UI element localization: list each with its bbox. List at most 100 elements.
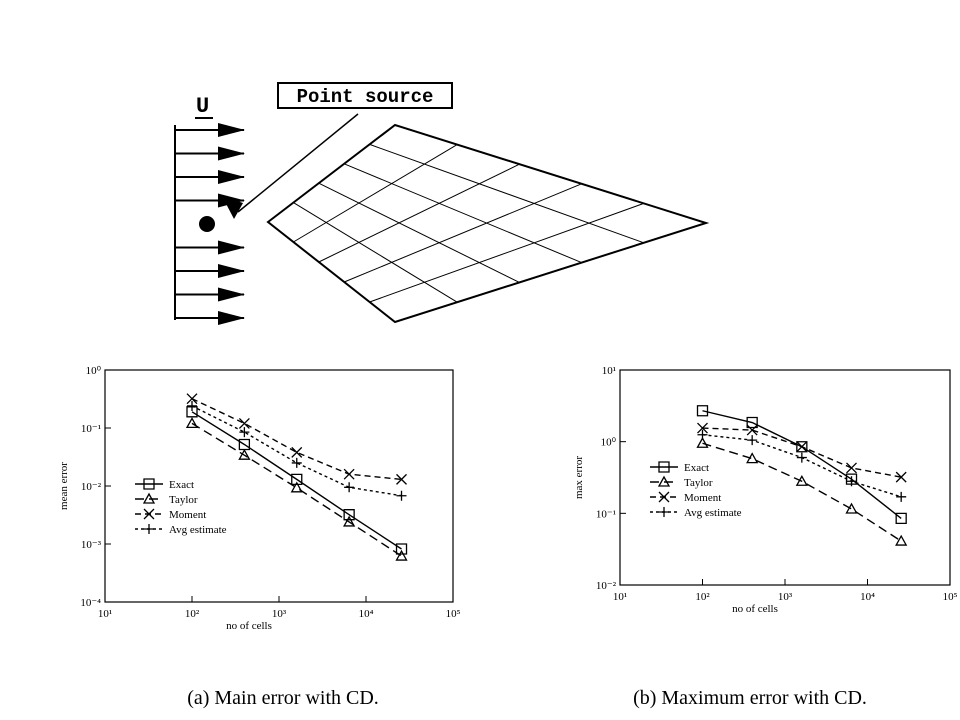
series-line	[191, 398, 402, 481]
legend-marker	[657, 475, 671, 487]
legend-label: Moment	[684, 492, 721, 504]
data-point	[746, 424, 758, 436]
data-point	[396, 490, 407, 501]
mesh-line	[293, 144, 458, 243]
caption: (b) Maximum error with CD.	[633, 687, 867, 709]
data-point	[796, 441, 808, 453]
data-point	[291, 446, 303, 458]
data-point	[846, 462, 857, 474]
x-tick-label: 10⁵	[943, 591, 958, 603]
source-label: Point source	[297, 86, 434, 108]
chart: 10¹ 10² 10³ 10⁴ 10⁵ 10⁻⁴ 10⁻³ 10⁻² 10⁻¹ 10⁰ no of …	[58, 365, 461, 709]
mesh-line	[369, 143, 644, 244]
data-point	[895, 534, 908, 546]
chart: 10¹ 10² 10³ 10⁴ 10⁵ 10⁻² 10⁻¹ 10⁰ 10¹ no of cells…	[573, 365, 958, 709]
data-point	[187, 400, 197, 411]
x-tick-label: 10⁴	[860, 591, 875, 603]
data-point	[395, 549, 408, 561]
legend-label: Avg estimate	[169, 524, 227, 536]
mesh-line	[344, 163, 582, 264]
data-point	[343, 509, 355, 521]
caption: (a) Main error with CD.	[187, 687, 379, 709]
data-point	[697, 429, 708, 440]
data-point	[796, 441, 808, 453]
legend-marker	[659, 507, 669, 517]
legend-marker	[143, 478, 155, 490]
data-point	[746, 416, 758, 429]
legend-label: Exact	[684, 462, 709, 474]
y-tick-label: 10⁻⁴	[80, 597, 101, 609]
legend-label: Moment	[169, 509, 206, 521]
legend-label: Avg estimate	[684, 507, 742, 519]
y-tick-label: 10⁻¹	[596, 508, 616, 520]
data-point	[846, 476, 857, 487]
y-axis-label: mean error	[58, 462, 70, 510]
y-tick-label: 10¹	[602, 365, 616, 377]
x-axis-label: no of cells	[226, 620, 272, 632]
x-tick-label: 10²	[695, 591, 710, 603]
source-pointer	[237, 113, 359, 213]
legend-marker	[143, 508, 155, 520]
y-tick-label: 10⁻²	[596, 580, 617, 592]
arrow-head	[218, 311, 245, 325]
diagram: U Point source	[174, 82, 710, 325]
arrow-head	[218, 146, 245, 161]
x-tick-label: 10¹	[98, 608, 112, 620]
x-tick-label: 10⁴	[359, 608, 374, 620]
data-point	[796, 452, 807, 463]
data-point	[396, 473, 407, 485]
source-dot	[199, 216, 215, 232]
data-point	[696, 436, 709, 448]
series-line	[702, 442, 902, 542]
arrow-head	[218, 170, 245, 184]
x-tick-label: 10³	[272, 608, 287, 620]
arrow-head	[218, 264, 245, 278]
data-point	[895, 471, 907, 483]
data-point	[239, 427, 250, 438]
source-box	[277, 82, 453, 109]
arrow-head	[222, 196, 243, 219]
y-tick-label: 10⁰	[601, 437, 617, 449]
x-tick-label: 10³	[778, 591, 793, 603]
series-line	[191, 405, 402, 497]
legend-marker	[658, 461, 670, 473]
y-axis-label: max error	[573, 456, 585, 499]
data-point	[290, 481, 303, 493]
data-point	[344, 482, 355, 493]
data-point	[238, 448, 251, 460]
data-point	[343, 515, 356, 527]
mesh-outline	[266, 123, 710, 324]
flow-label: U	[196, 94, 209, 119]
y-tick-label: 10⁻¹	[81, 423, 101, 435]
data-point	[697, 422, 708, 434]
legend-marker	[144, 524, 154, 534]
arrow-head	[218, 240, 245, 255]
legend-label: Taylor	[684, 477, 713, 489]
x-tick-label: 10⁵	[446, 608, 461, 620]
mesh-line	[369, 202, 644, 303]
y-tick-label: 10⁻²	[81, 481, 102, 493]
data-point	[186, 393, 198, 405]
data-point	[896, 491, 907, 502]
legend-marker	[658, 491, 670, 503]
y-tick-label: 10⁻³	[81, 539, 102, 551]
x-tick-label: 10¹	[613, 591, 627, 603]
legend-label: Exact	[169, 479, 194, 491]
data-point	[291, 473, 303, 486]
data-point	[343, 468, 355, 480]
data-point	[746, 452, 759, 464]
data-point	[238, 417, 250, 429]
mesh-line	[293, 202, 458, 303]
data-point	[395, 543, 408, 555]
data-point	[747, 435, 758, 446]
mesh-line	[318, 182, 520, 283]
legend-marker	[142, 492, 156, 504]
data-point	[185, 417, 199, 429]
series-line	[191, 411, 402, 550]
x-tick-label: 10²	[185, 608, 200, 620]
data-point	[795, 474, 808, 486]
data-point	[895, 512, 907, 525]
